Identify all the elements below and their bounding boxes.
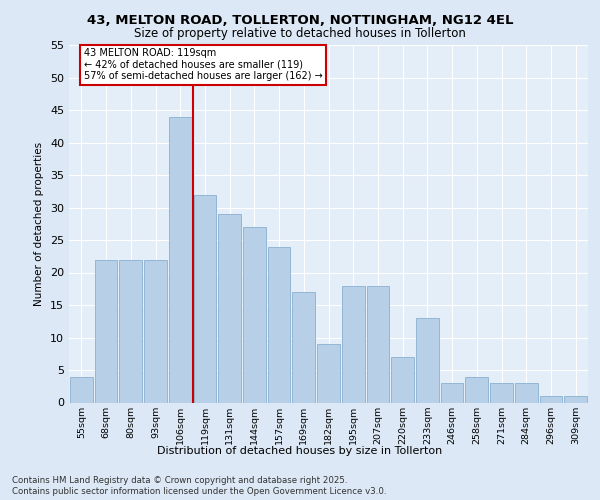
Bar (268, 246, 290, 402)
Text: Contains HM Land Registry data © Crown copyright and database right 2025.: Contains HM Land Registry data © Crown c… (12, 476, 347, 485)
Bar (317, 344, 340, 403)
Bar (342, 286, 365, 403)
Y-axis label: Number of detached properties: Number of detached properties (34, 142, 44, 306)
Bar (95, 260, 118, 402)
Bar (292, 292, 315, 403)
Bar (194, 194, 216, 402)
Text: Size of property relative to detached houses in Tollerton: Size of property relative to detached ho… (134, 28, 466, 40)
Bar (515, 383, 538, 402)
Bar (367, 286, 389, 403)
Bar (490, 383, 513, 402)
Text: Contains public sector information licensed under the Open Government Licence v3: Contains public sector information licen… (12, 488, 386, 496)
Bar (466, 376, 488, 402)
Bar (391, 357, 414, 403)
Bar (243, 227, 266, 402)
Bar (169, 116, 191, 403)
Bar (144, 260, 167, 402)
Bar (70, 376, 93, 402)
Bar (539, 396, 562, 402)
Text: 43 MELTON ROAD: 119sqm
← 42% of detached houses are smaller (119)
57% of semi-de: 43 MELTON ROAD: 119sqm ← 42% of detached… (84, 48, 323, 82)
Bar (441, 383, 463, 402)
Bar (119, 260, 142, 402)
Text: Distribution of detached houses by size in Tollerton: Distribution of detached houses by size … (157, 446, 443, 456)
Bar (564, 396, 587, 402)
Bar (416, 318, 439, 402)
Text: 43, MELTON ROAD, TOLLERTON, NOTTINGHAM, NG12 4EL: 43, MELTON ROAD, TOLLERTON, NOTTINGHAM, … (87, 14, 513, 27)
Bar (218, 214, 241, 402)
